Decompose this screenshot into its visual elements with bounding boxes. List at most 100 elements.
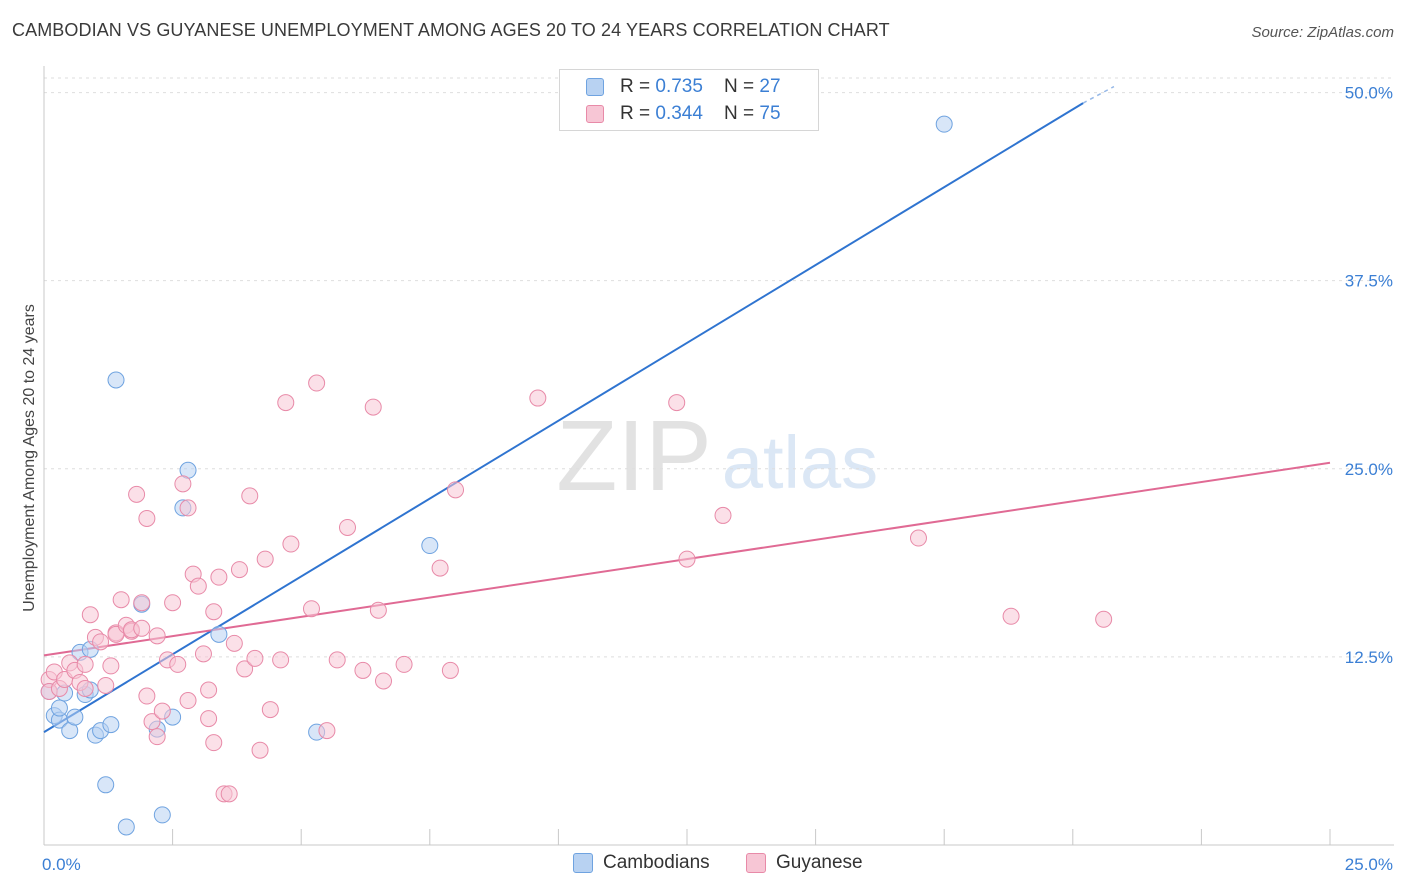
guyanese-point <box>138 509 156 527</box>
guyanese-point <box>143 713 161 731</box>
guyanese-point <box>220 785 238 803</box>
guyanese-point <box>1095 610 1113 628</box>
guyanese-point <box>138 687 156 705</box>
guyanese-point <box>230 561 248 579</box>
guyanese-point <box>76 655 94 673</box>
guyanese-point <box>76 679 94 697</box>
series-swatch-cambodians <box>573 853 593 873</box>
guyanese-point <box>200 681 218 699</box>
guyanese-point <box>354 661 372 679</box>
guyanese-point <box>441 661 459 679</box>
guyanese-point <box>133 594 151 612</box>
guyanese-point <box>153 702 171 720</box>
x-tick-label: 0.0% <box>42 855 81 874</box>
guyanese-point <box>272 651 290 669</box>
source-label: Source: ZipAtlas.com <box>1251 24 1394 41</box>
legend-r-label: R = <box>620 103 656 124</box>
cambodian-point <box>66 708 84 726</box>
y-tick-label: 37.5% <box>1345 272 1393 291</box>
cambodian-point <box>210 625 228 643</box>
legend-r-value: 0.735 <box>655 76 703 97</box>
stats-legend: R = 0.735 N = 27 R = 0.344 N = 75 <box>559 69 819 131</box>
guyanese-point <box>431 559 449 577</box>
legend-r-value: 0.344 <box>655 103 703 124</box>
guyanese-point <box>148 627 166 645</box>
guyanese-point <box>261 701 279 719</box>
guyanese-point <box>81 606 99 624</box>
guyanese-point <box>102 657 120 675</box>
chart-title: CAMBODIAN VS GUYANESE UNEMPLOYMENT AMONG… <box>12 20 890 40</box>
legend-n-value: 27 <box>759 76 781 97</box>
guyanese-point <box>92 633 110 651</box>
guyanese-point <box>282 535 300 553</box>
cambodian-trend-line <box>43 102 1084 733</box>
guyanese-point <box>205 603 223 621</box>
cambodian-point <box>421 537 439 555</box>
cambodian-trend-line-extension <box>1082 85 1115 104</box>
guyanese-point <box>364 398 382 416</box>
guyanese-point <box>169 655 187 673</box>
data-points <box>40 115 1113 836</box>
guyanese-point <box>395 655 413 673</box>
guyanese-point <box>179 499 197 517</box>
series-legend: Cambodians Guyanese <box>0 852 1406 876</box>
guyanese-point <box>308 374 326 392</box>
guyanese-point <box>200 710 218 728</box>
guyanese-point <box>205 734 223 752</box>
guyanese-point <box>529 389 547 407</box>
guyanese-point <box>668 394 686 412</box>
guyanese-point <box>241 487 259 505</box>
cambodian-point <box>153 806 171 824</box>
guyanese-point <box>714 506 732 524</box>
guyanese-point <box>678 550 696 568</box>
y-tick-label: 25.0% <box>1345 460 1393 479</box>
guyanese-point <box>225 634 243 652</box>
guyanese-point <box>246 649 264 667</box>
cambodian-point <box>97 776 115 794</box>
watermark-atlas: atlas <box>722 421 878 504</box>
legend-n-value: 75 <box>759 103 781 124</box>
x-tick-label: 25.0% <box>1345 855 1393 874</box>
guyanese-point <box>277 394 295 412</box>
guyanese-point <box>174 475 192 493</box>
y-tick-label: 12.5% <box>1345 648 1393 667</box>
guyanese-point <box>133 619 151 637</box>
guyanese-point <box>338 518 356 536</box>
legend-swatch-guyanese <box>586 105 604 123</box>
guyanese-point <box>302 600 320 618</box>
cambodian-point <box>102 716 120 734</box>
y-tick-label: 50.0% <box>1345 84 1393 103</box>
guyanese-point <box>194 645 212 663</box>
guyanese-point <box>328 651 346 669</box>
guyanese-point <box>251 741 269 759</box>
guyanese-point <box>447 481 465 499</box>
guyanese-point <box>1002 607 1020 625</box>
guyanese-point <box>909 529 927 547</box>
guyanese-point <box>148 728 166 746</box>
legend-n-label: N = <box>724 76 760 97</box>
series-legend-label: Guyanese <box>776 852 863 873</box>
guyanese-point <box>375 672 393 690</box>
legend-r-label: R = <box>620 76 656 97</box>
cambodian-point <box>935 115 953 133</box>
guyanese-point <box>369 601 387 619</box>
guyanese-point <box>236 660 254 678</box>
cambodian-point <box>117 818 135 836</box>
series-legend-label: Cambodians <box>603 852 710 873</box>
guyanese-point <box>128 485 146 503</box>
cambodian-point <box>107 371 125 389</box>
guyanese-point <box>97 676 115 694</box>
guyanese-point <box>210 568 228 586</box>
guyanese-point <box>164 594 182 612</box>
legend-swatch-cambodians <box>586 78 604 96</box>
watermark: ZIP atlas <box>556 400 878 512</box>
guyanese-point <box>189 577 207 595</box>
guyanese-point <box>256 550 274 568</box>
cambodian-point <box>50 699 68 717</box>
legend-n-label: N = <box>724 103 760 124</box>
guyanese-point <box>179 692 197 710</box>
axes: 12.5% 25.0% 37.5% 50.0% 0.0% 25.0% <box>42 66 1394 874</box>
series-swatch-guyanese <box>746 853 766 873</box>
guyanese-point <box>318 722 336 740</box>
